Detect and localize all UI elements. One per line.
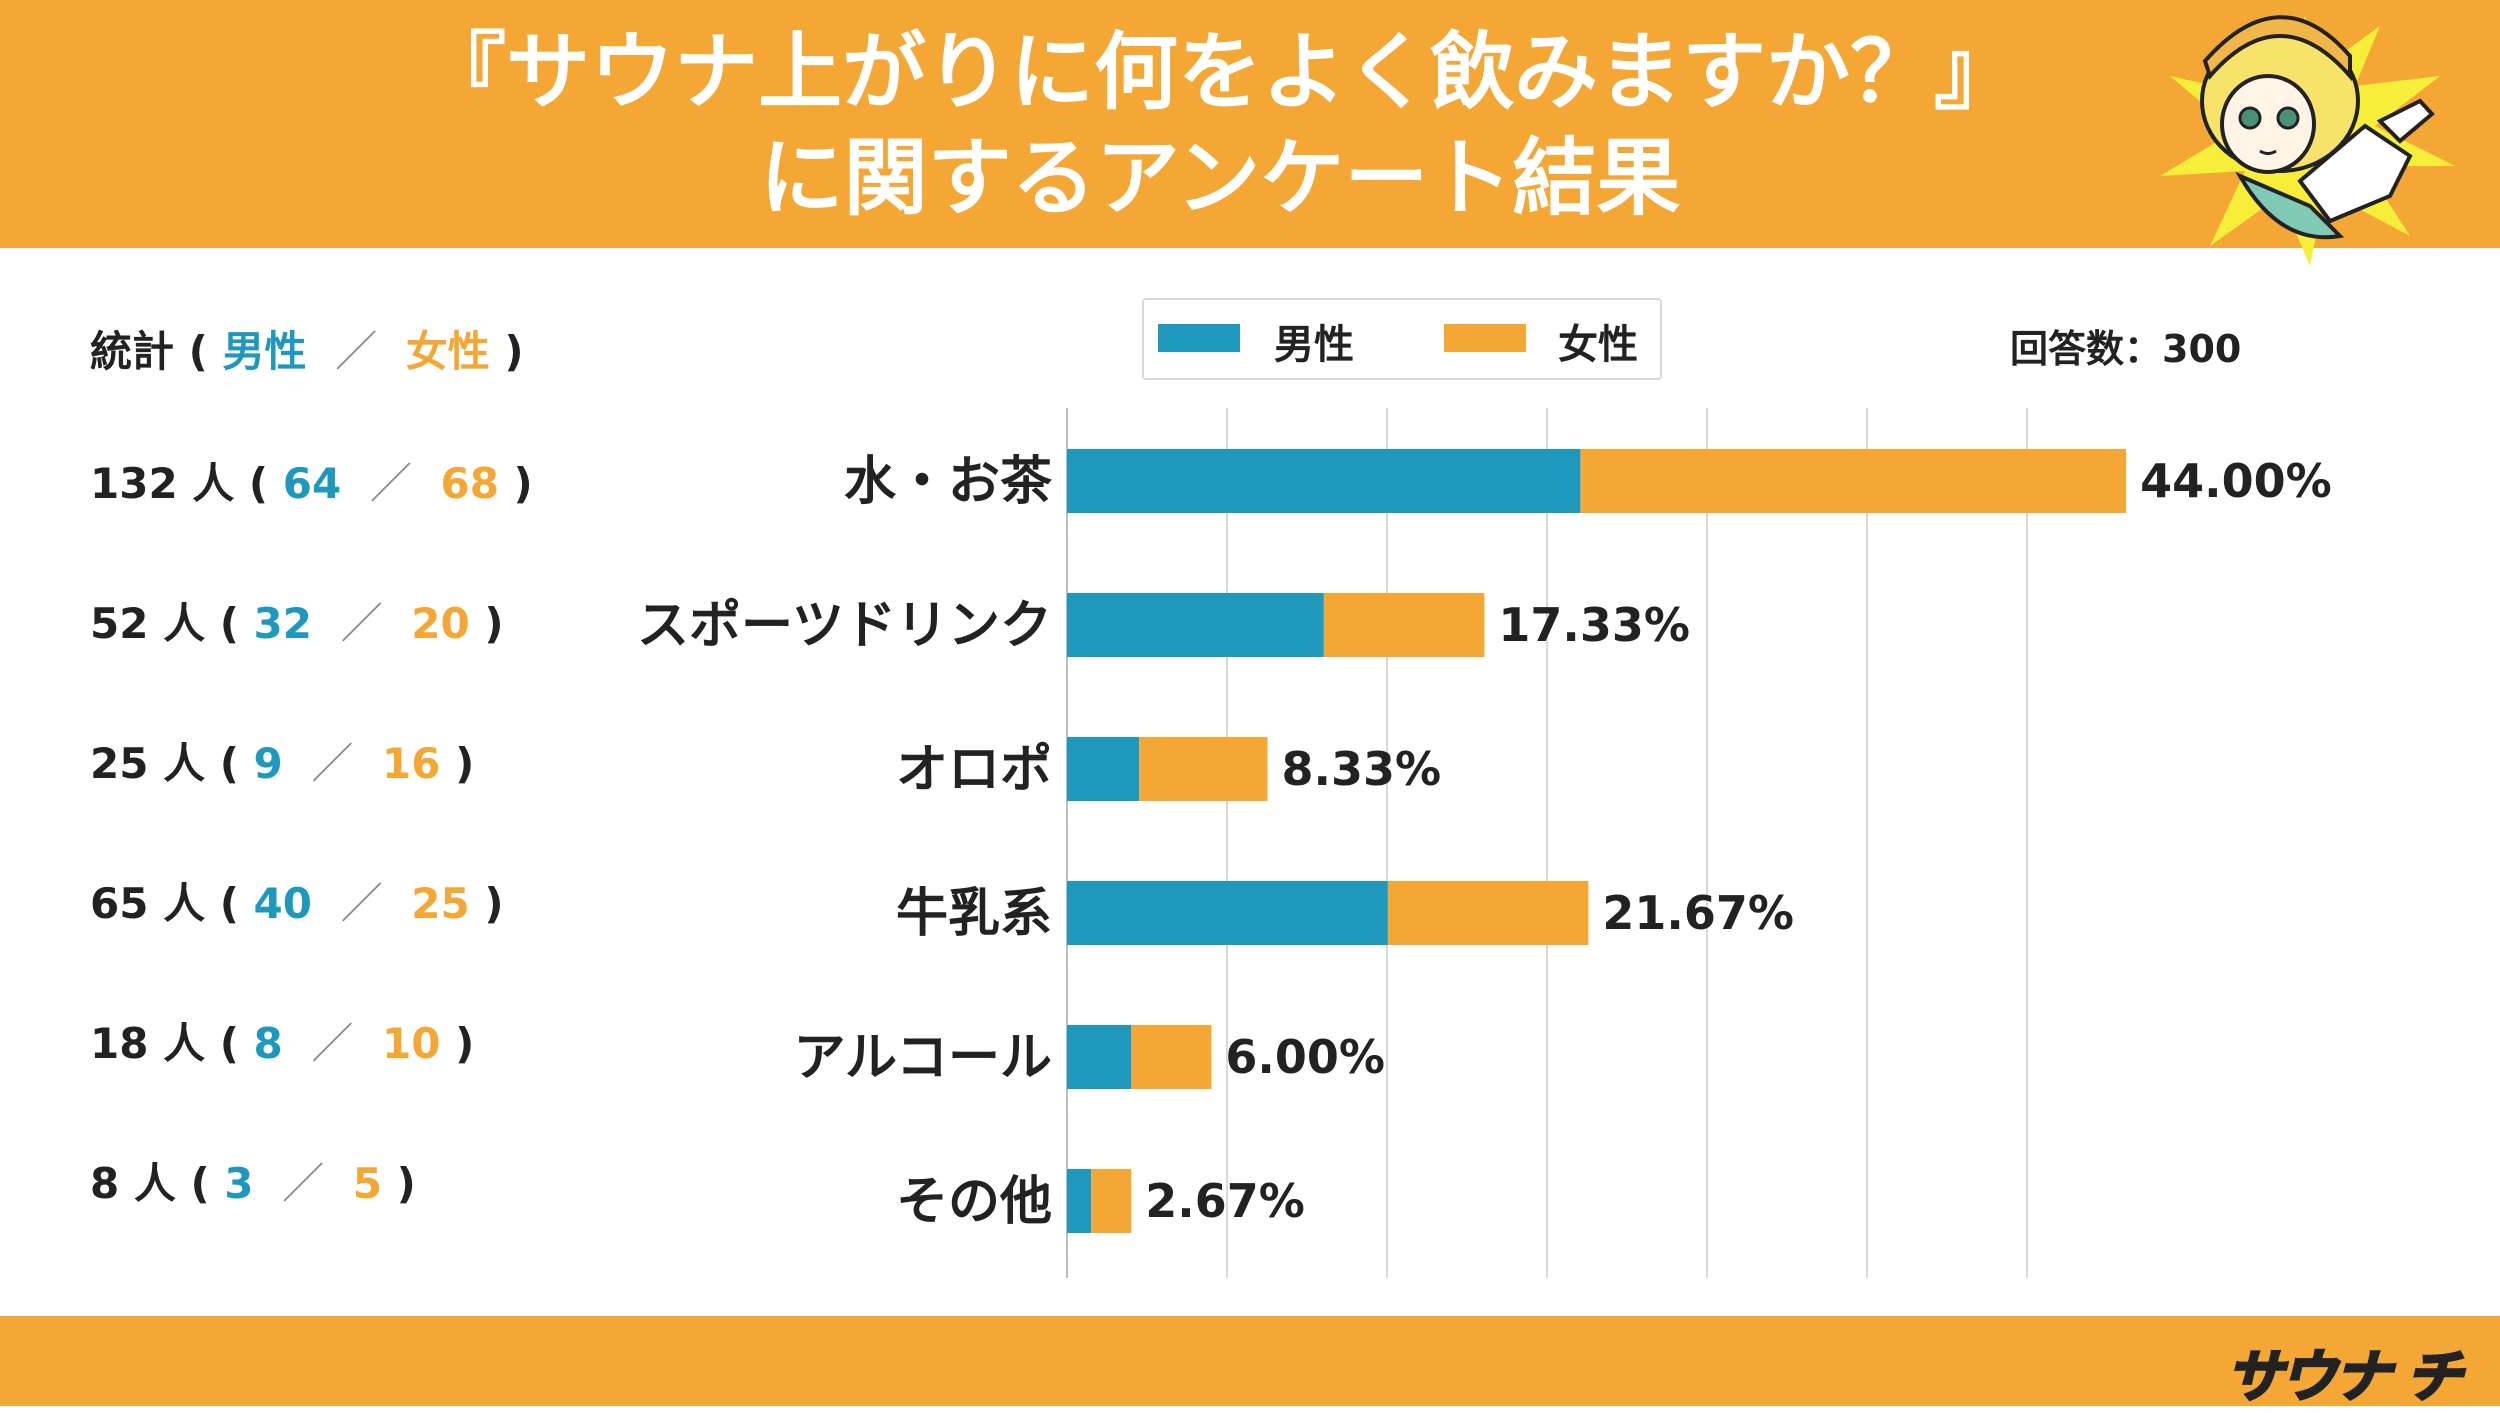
stat-total: 65 人 ( [90,879,239,928]
stat-male-count: 64 [282,459,342,508]
stat-male-count: 9 [253,739,283,788]
stats-header-suffix: ) [504,327,524,376]
category-label: アルコール [794,1028,1052,1088]
legend-swatch-male [1158,324,1240,352]
value-label: 21.67% [1602,886,1794,940]
stats-header-female: 女性 [405,327,490,376]
value-label: 8.33% [1282,742,1442,796]
category-label: 水・お茶 [844,452,1053,512]
value-label: 6.00% [1225,1030,1385,1084]
stat-separator: ／ [311,739,354,788]
stat-total: 25 人 ( [90,739,239,788]
bar-female [1139,737,1268,801]
stat-row: 18 人 ( 8 ／ 10 ) [90,1010,474,1071]
bar-male [1067,881,1388,945]
stat-female-count: 16 [382,739,441,788]
page-title-line-1: 『サウナ上がりに何をよく飲みますか？』 [421,23,2018,121]
stat-row: 65 人 ( 40 ／ 25 ) [90,870,504,931]
stat-male-count: 3 [224,1159,254,1208]
bar-male [1067,593,1324,657]
stat-female-count: 68 [440,459,499,508]
value-label: 17.33% [1498,598,1690,652]
stats-header: 統計 ( 男性 ／ 女性 ) [90,318,524,379]
chart-legend: 男性 女性 [1142,298,1662,380]
bar-female [1580,449,2127,513]
stat-row: 8 人 ( 3 ／ 5 ) [90,1150,416,1211]
header-banner: 『サウナ上がりに何をよく飲みますか？』 に関するアンケート結果 [0,0,2500,266]
stat-close: ) [455,1019,475,1068]
value-label: 44.00% [2140,454,2332,508]
mascot-character-icon [2160,15,2455,266]
stat-separator: ／ [311,1019,354,1068]
stat-close: ) [484,599,504,648]
bar-male [1067,1169,1092,1233]
stat-close: ) [513,459,533,508]
stat-row: 132 人 ( 64 ／ 68 ) [90,450,533,511]
stat-female-count: 10 [382,1019,441,1068]
bar-male [1067,449,1581,513]
stat-separator: ／ [282,1159,325,1208]
stats-header-prefix: 統計 ( [90,327,208,376]
respondent-count: 回答数：300 [2010,327,2242,371]
legend-label-male: 男性 [1274,322,1354,368]
stat-total: 132 人 ( [90,459,269,508]
stat-separator: ／ [340,879,383,928]
stat-female-count: 25 [411,879,470,928]
bar-female [1131,1025,1212,1089]
bar-female [1091,1169,1132,1233]
stat-male-count: 40 [253,879,312,928]
legend-swatch-female [1444,324,1526,352]
stat-total: 8 人 ( [90,1159,210,1208]
stat-male-count: 8 [253,1019,283,1068]
category-label: オロポ [896,740,1052,800]
stat-separator: ／ [340,599,383,648]
category-label: その他 [896,1172,1052,1232]
stat-male-count: 32 [253,599,312,648]
stat-close: ) [484,879,504,928]
value-label: 2.67% [1145,1174,1305,1228]
category-label: スポーツドリンク [637,596,1052,656]
stats-header-male: 男性 [222,327,307,376]
bar-male [1067,737,1140,801]
stat-female-count: 20 [411,599,470,648]
stat-female-count: 5 [352,1159,383,1208]
bar-male [1067,1025,1132,1089]
stat-row: 52 人 ( 32 ／ 20 ) [90,590,504,651]
stat-close: ) [455,739,475,788]
category-label: 牛乳系 [896,884,1052,944]
site-logo: サウナ チ [2225,1344,2463,1412]
stat-separator: ／ [369,459,412,508]
footer-banner: サウナ チ [0,1316,2500,1412]
stat-total: 18 人 ( [90,1019,239,1068]
stats-header-separator: ／ [335,327,378,376]
bar-female [1323,593,1485,657]
bar-female [1387,881,1589,945]
page-title-line-2: に関するアンケート結果 [759,129,1681,227]
stat-row: 25 人 ( 9 ／ 16 ) [90,730,474,791]
stat-close: ) [396,1159,416,1208]
stat-total: 52 人 ( [90,599,239,648]
legend-label-female: 女性 [1558,322,1638,368]
